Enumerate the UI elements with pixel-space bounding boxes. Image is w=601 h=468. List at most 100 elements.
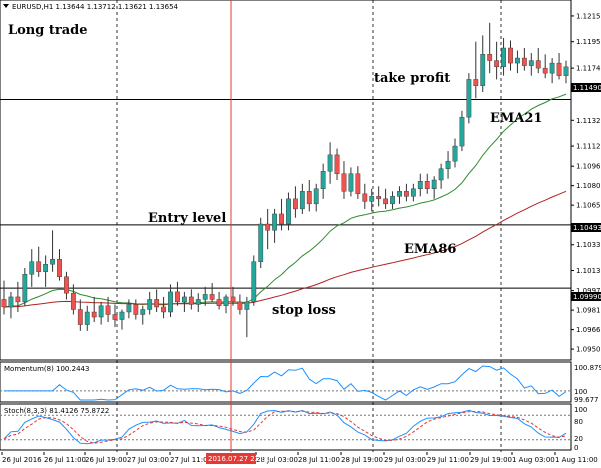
candle-body <box>542 67 548 74</box>
cursor-time-text: 2016.07.27 22:00 <box>208 455 270 463</box>
candle-body <box>327 154 333 172</box>
candle-body <box>147 299 153 310</box>
candle-body <box>188 296 194 305</box>
candle-body <box>445 160 451 169</box>
dropdown-triangle-icon[interactable] <box>3 4 9 8</box>
stoch-main-line <box>3 409 567 445</box>
stoch-tick-20: 20 <box>574 435 583 443</box>
momentum-frame <box>0 361 572 403</box>
time-tick-label: 29 Jul 03:00 <box>384 456 426 464</box>
candle-body <box>91 311 97 318</box>
price-tick-label: 1.11740 <box>576 65 601 73</box>
candle-body <box>459 116 465 147</box>
ema21-label: EMA21 <box>490 111 542 126</box>
price-tick-label: 1.10805 <box>576 182 601 190</box>
price-tick-label: 1.09660 <box>576 326 601 334</box>
candle-body <box>508 47 513 64</box>
candle-body <box>161 306 166 313</box>
candles <box>1 22 569 338</box>
candle-body <box>515 57 520 64</box>
candle-body <box>473 79 479 86</box>
candle-body <box>64 276 69 294</box>
candle-body <box>126 304 132 313</box>
tp-price-tag <box>571 83 601 92</box>
candle-body <box>70 292 76 310</box>
candle-body <box>397 191 402 197</box>
time-tick-label: 29 Jul 11:00 <box>427 456 469 464</box>
candle-body <box>216 299 222 306</box>
candle-body <box>293 198 298 210</box>
price-tick-label: 1.10130 <box>576 267 601 275</box>
time-tick-label: 26 Jul 19:00 <box>85 456 127 464</box>
candle-body <box>195 299 201 305</box>
time-tick-label: 26 Jul 2016 <box>2 456 42 464</box>
candle-body <box>237 301 243 310</box>
candle-body <box>258 223 264 262</box>
candle-body <box>279 213 284 225</box>
candle-body <box>355 173 361 195</box>
candle-body <box>15 296 21 303</box>
candle-body <box>334 154 340 174</box>
price-tick-label: 1.11950 <box>576 38 601 46</box>
candle-body <box>494 60 500 68</box>
candle-body <box>369 196 375 202</box>
candle-body <box>168 291 173 313</box>
price-tick-label: 1.09815 <box>576 307 601 315</box>
price-tick-label: 1.10960 <box>576 163 601 171</box>
candle-body <box>528 60 534 66</box>
price-tick-label: 1.11120 <box>576 143 601 151</box>
indicator-layer <box>0 365 571 445</box>
time-tick-label: 1 Aug 03:00 <box>512 456 555 464</box>
candle-body <box>154 299 160 308</box>
momentum-tick-top: 100.879 <box>574 364 601 372</box>
candle-body <box>383 198 389 205</box>
candle-body <box>320 170 326 189</box>
candle-body <box>480 54 486 86</box>
price-tick-label: 1.09505 <box>576 346 601 354</box>
candle-body <box>202 294 208 300</box>
entry-price-tag <box>571 223 601 232</box>
price-tick-label: 1.12155 <box>576 12 601 20</box>
time-tick-label: 28 Jul 11:00 <box>298 456 340 464</box>
time-tick-label: 1 Aug 11:00 <box>555 456 598 464</box>
time-tick-label: 27 Jul 11:00 <box>170 456 212 464</box>
candle-body <box>36 261 42 272</box>
candle-body <box>84 311 90 325</box>
candle-body <box>265 223 271 231</box>
time-tick-label: 28 Jul 19:00 <box>341 456 383 464</box>
candle-body <box>105 305 111 315</box>
candle-body <box>549 62 555 74</box>
candle-body <box>521 57 527 66</box>
momentum-line <box>4 365 567 401</box>
candle-body <box>98 305 104 318</box>
price-tick-label: 1.11325 <box>576 117 601 125</box>
stoch-tick-100: 100 <box>574 406 587 414</box>
candle-body <box>50 259 55 265</box>
candle-body <box>112 314 118 320</box>
candle-body <box>22 274 28 303</box>
candle-body <box>133 304 139 315</box>
candle-body <box>57 259 62 278</box>
candle-body <box>466 79 472 118</box>
candle-body <box>313 188 319 205</box>
tp-price-text: 1.11490 <box>573 84 601 92</box>
stoch-tick-80: 80 <box>574 418 583 426</box>
time-tick-label: 29 Jul 19:00 <box>470 456 512 464</box>
candle-body <box>563 66 569 76</box>
ema86-label: EMA86 <box>404 242 456 257</box>
entry-price-text: 1.10493 <box>573 224 601 232</box>
candle-body <box>424 181 430 189</box>
candle-body <box>306 191 312 205</box>
ema86-line <box>3 190 567 308</box>
candle-body <box>43 264 49 272</box>
candle-body <box>376 196 382 200</box>
momentum-tick-bottom: 99.677 <box>574 396 599 404</box>
candle-body <box>29 261 35 275</box>
candle-body <box>251 261 257 303</box>
time-tick-label: 28 Jul 03:00 <box>256 456 298 464</box>
candle-body <box>487 54 493 61</box>
sl-price-tag <box>571 292 601 301</box>
candle-body <box>417 181 423 189</box>
price-axis: 1.121551.119501.117401.115851.113251.111… <box>571 12 601 354</box>
